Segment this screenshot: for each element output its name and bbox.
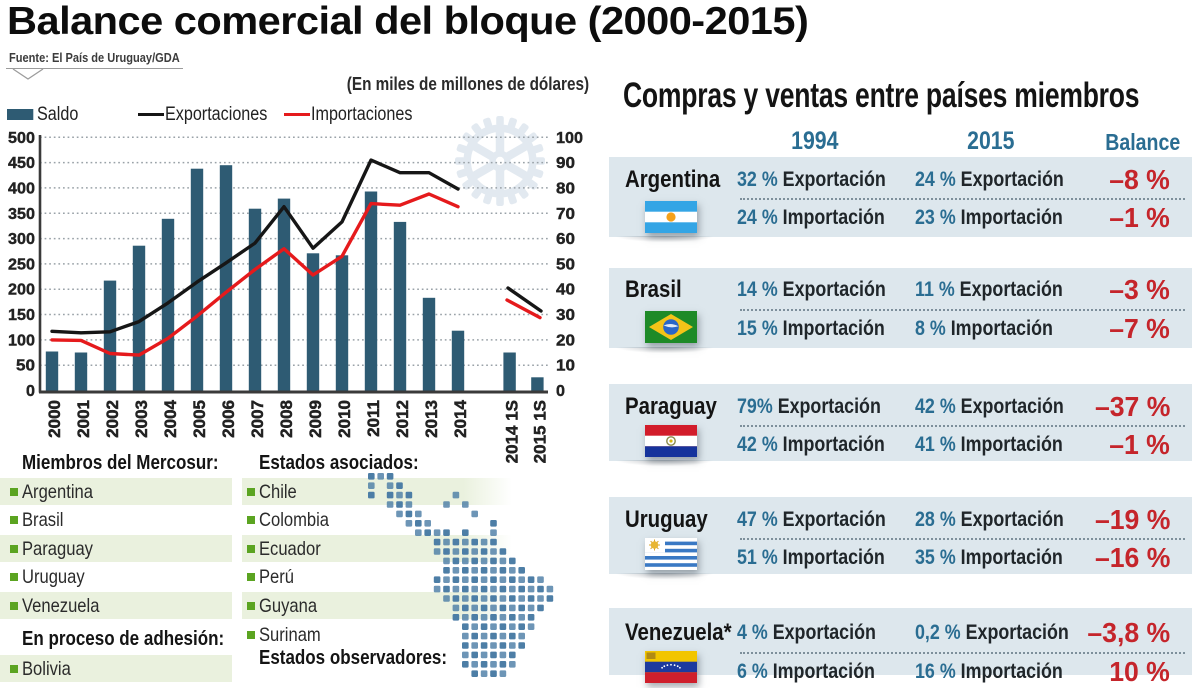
- svg-text:2000: 2000: [45, 400, 64, 438]
- svg-text:2006: 2006: [219, 400, 238, 438]
- svg-text:0: 0: [556, 383, 565, 400]
- svg-text:250: 250: [8, 256, 35, 273]
- svg-text:2014 1S: 2014 1S: [503, 400, 522, 463]
- svg-text:400: 400: [8, 180, 35, 197]
- svg-text:100: 100: [8, 332, 35, 349]
- svg-text:150: 150: [8, 307, 35, 324]
- svg-text:50: 50: [16, 358, 35, 375]
- svg-text:2011: 2011: [364, 400, 383, 437]
- svg-text:50: 50: [556, 256, 575, 273]
- svg-text:2012: 2012: [393, 400, 412, 438]
- svg-text:200: 200: [8, 282, 35, 299]
- svg-text:300: 300: [8, 231, 35, 248]
- svg-text:2013: 2013: [422, 400, 441, 438]
- svg-text:2009: 2009: [306, 400, 325, 438]
- svg-text:90: 90: [556, 155, 575, 172]
- svg-text:40: 40: [556, 282, 575, 299]
- svg-text:100: 100: [556, 130, 583, 147]
- svg-text:2015 1S: 2015 1S: [530, 400, 549, 463]
- svg-text:500: 500: [8, 130, 35, 147]
- svg-text:2007: 2007: [248, 400, 267, 438]
- svg-text:2005: 2005: [190, 400, 209, 438]
- svg-text:30: 30: [556, 307, 575, 324]
- svg-text:2003: 2003: [132, 400, 151, 438]
- svg-text:2002: 2002: [103, 400, 122, 438]
- svg-text:2001: 2001: [74, 400, 93, 438]
- svg-text:2004: 2004: [161, 399, 180, 437]
- svg-text:80: 80: [556, 180, 575, 197]
- svg-text:60: 60: [556, 231, 575, 248]
- svg-text:2010: 2010: [335, 400, 354, 438]
- svg-text:2008: 2008: [277, 400, 296, 438]
- svg-text:10: 10: [556, 358, 575, 375]
- svg-text:450: 450: [8, 155, 35, 172]
- svg-text:0: 0: [26, 383, 35, 400]
- svg-text:2014: 2014: [451, 399, 470, 437]
- svg-text:70: 70: [556, 206, 575, 223]
- svg-text:20: 20: [556, 332, 575, 349]
- svg-text:350: 350: [8, 206, 35, 223]
